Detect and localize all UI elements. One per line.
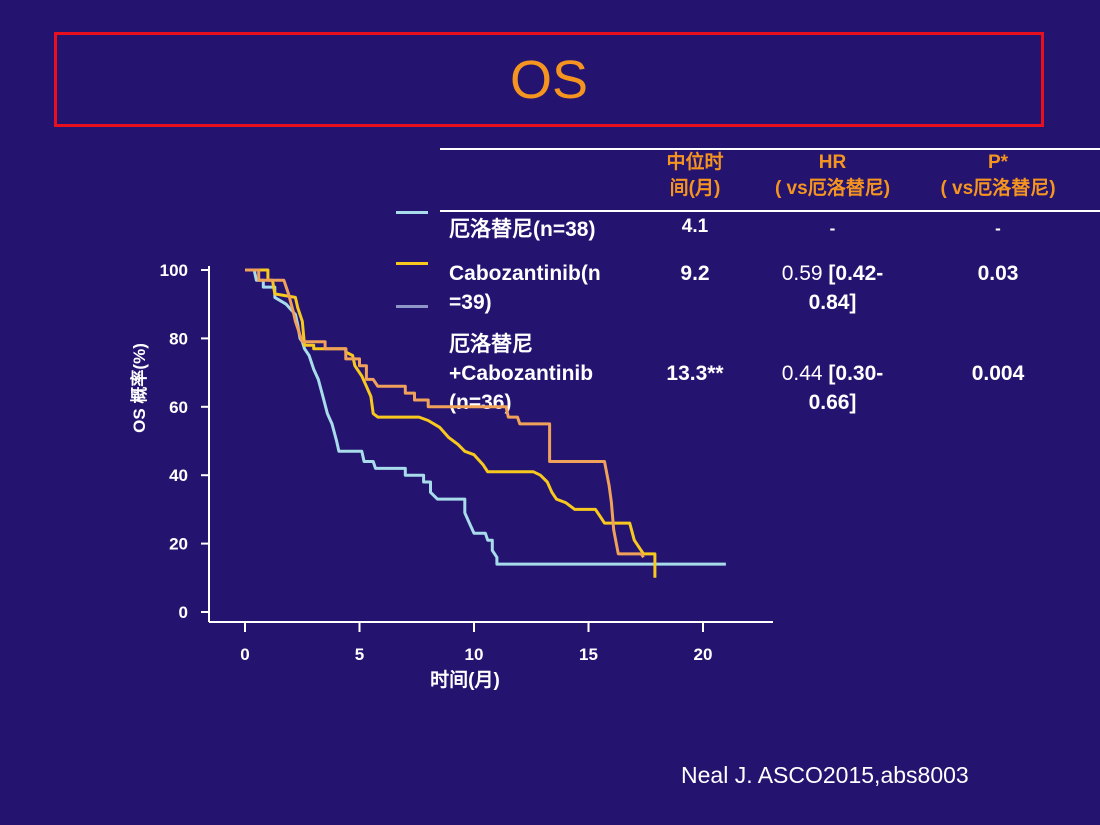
row3-p: 0.004 [971, 362, 1025, 385]
row2-name: Cabozantinib(n =39) [449, 259, 601, 317]
row1-p: - [995, 219, 1001, 238]
row2-median: 9.2 [680, 262, 710, 285]
legend-swatch-cabozantinib [396, 262, 428, 265]
citation: Neal J. ASCO2015,abs8003 [681, 762, 969, 788]
row2-hr-value: 0.59 [781, 262, 829, 285]
x-tick-label: 0 [240, 645, 249, 664]
row1-name: 厄洛替尼(n=38) [449, 218, 596, 241]
header-hr-line2: ( vs厄洛替尼) [774, 178, 891, 199]
y-tick-label: 80 [169, 329, 188, 348]
row3-name-line1: 厄洛替尼 [449, 333, 533, 356]
row3-hr: 0.44 [0.30- 0.66] [750, 359, 915, 417]
row2-hr-ci-end: 0.84] [808, 291, 857, 314]
slide-title: OS [509, 49, 589, 110]
x-tick-label: 5 [355, 645, 364, 664]
row3-name-line3: (n=36) [449, 391, 512, 414]
x-tick-label: 10 [465, 645, 484, 664]
row2-hr-ci-start: [0.42- [828, 262, 884, 285]
header-median: 中位时 间(月) [640, 150, 750, 202]
row2-hr: 0.59 [0.42- 0.84] [750, 259, 915, 317]
row3-median: 13.3** [666, 362, 724, 385]
table-top-rule [440, 148, 1100, 150]
row3-hr-value: 0.44 [781, 362, 829, 385]
row2-name-line1: Cabozantinib(n [449, 262, 601, 285]
header-median-line1: 中位时 [666, 152, 724, 173]
header-p: P* ( vs厄洛替尼) [918, 150, 1078, 202]
row2-name-line2: =39) [449, 291, 492, 314]
header-hr-line1: HR [818, 152, 847, 173]
row1-median: 4.1 [681, 216, 709, 237]
header-median-line2: 间(月) [669, 178, 721, 199]
legend-swatch-combination [396, 305, 428, 308]
y-tick-label: 100 [160, 261, 188, 280]
y-tick-label: 40 [169, 466, 188, 485]
y-tick-label: 20 [169, 535, 188, 554]
row3-hr-ci-end: 0.66] [808, 391, 857, 414]
row1-hr: - [829, 219, 836, 238]
y-tick-label: 0 [179, 603, 188, 622]
row3-hr-ci-start: [0.30- [828, 362, 884, 385]
header-hr: HR ( vs厄洛替尼) [750, 150, 915, 202]
title-box: OS [54, 32, 1044, 127]
y-tick-label: 60 [169, 398, 188, 417]
x-tick-label: 20 [694, 645, 713, 664]
row3-name-line2: +Cabozantinib [449, 362, 594, 385]
legend-swatch-erlotinib [396, 211, 428, 214]
x-tick-label: 15 [579, 645, 598, 664]
y-axis-label: OS 概率(%) [129, 343, 149, 433]
header-p-line1: P* [987, 152, 1009, 173]
table-header-rule [440, 210, 1100, 212]
row2-p: 0.03 [977, 262, 1019, 285]
x-axis-label: 时间(月) [430, 669, 500, 691]
header-p-line2: ( vs厄洛替尼) [940, 178, 1056, 199]
row3-name: 厄洛替尼 +Cabozantinib (n=36) [449, 330, 593, 417]
